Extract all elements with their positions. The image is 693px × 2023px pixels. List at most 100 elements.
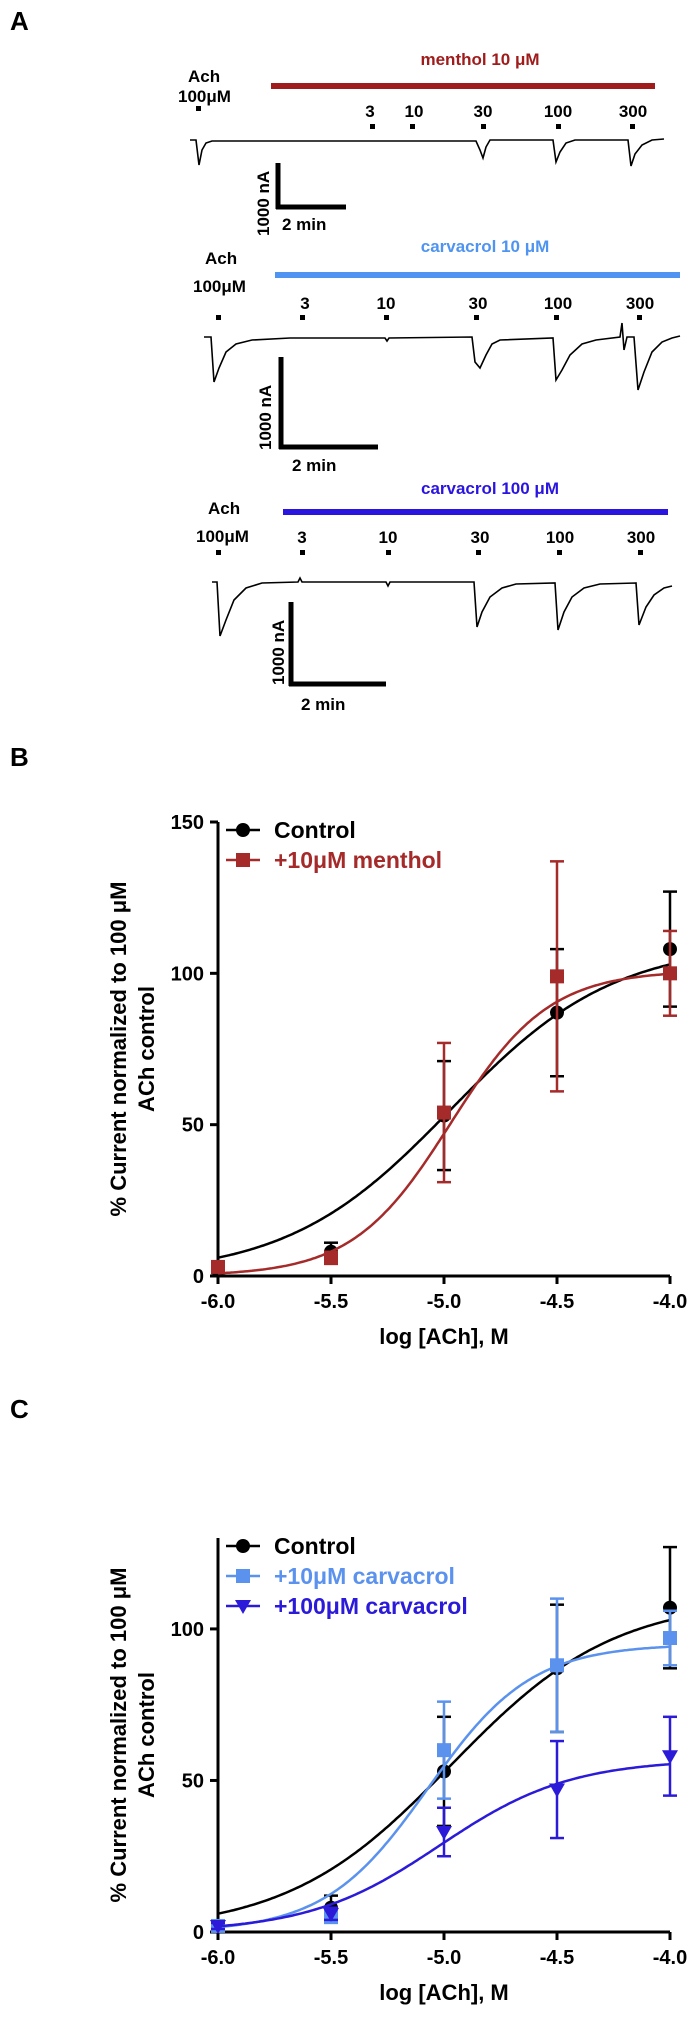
data-point: [550, 969, 564, 984]
x-tick-label: -4.5: [540, 1291, 574, 1313]
legend-label: Control: [274, 1533, 356, 1559]
application-marker: [556, 124, 561, 129]
y-tick-label: 0: [193, 1266, 204, 1288]
ach-label: Ach: [205, 249, 237, 268]
legend-label: Control: [274, 817, 356, 843]
x-tick-label: -5.0: [427, 1291, 461, 1313]
legend-marker: [236, 1539, 250, 1553]
x-tick-label: -6.0: [201, 1291, 235, 1313]
series-2: [210, 1715, 678, 1934]
conc-label-300: 300: [627, 528, 655, 547]
y-tick-label: 100: [171, 963, 204, 985]
legend-marker: [236, 1569, 250, 1583]
x-axis-title: log [ACh], M: [379, 1324, 509, 1349]
conc-label-10: 10: [379, 528, 398, 547]
conc-label-300: 300: [619, 102, 647, 121]
conc-label-30: 30: [474, 102, 493, 121]
application-marker: [300, 315, 305, 320]
drug-label: menthol 10 μM: [420, 50, 539, 69]
legend-marker: [236, 823, 250, 837]
scale-time-label: 2 min: [282, 215, 326, 234]
x-tick-label: -6.0: [201, 1947, 235, 1969]
current-trace: [204, 322, 681, 391]
ach-label: Ach: [208, 499, 240, 518]
ach-concentration-label: 100μM: [196, 527, 249, 546]
panel-label-c: C: [10, 1394, 29, 1424]
application-marker: [638, 550, 643, 555]
conc-label-100: 100: [546, 528, 574, 547]
y-tick-label: 100: [171, 1619, 204, 1641]
data-point: [436, 1825, 452, 1840]
conc-label-3: 3: [365, 102, 374, 121]
conc-label-100: 100: [544, 102, 572, 121]
y-tick-label: 150: [171, 812, 204, 834]
application-marker: [630, 124, 635, 129]
data-point: [663, 1631, 677, 1646]
scale-time-label: 2 min: [292, 456, 336, 475]
x-tick-label: -4.5: [540, 1947, 574, 1969]
application-marker: [557, 550, 562, 555]
application-marker: [476, 550, 481, 555]
data-point: [211, 1259, 225, 1274]
series-1: [211, 1597, 677, 1933]
ach-concentration-label: 100μM: [193, 277, 246, 296]
application-marker: [637, 315, 642, 320]
data-point: [437, 1105, 451, 1120]
y-tick-label: 50: [182, 1115, 204, 1137]
conc-label-300: 300: [626, 294, 654, 313]
y-tick-label: 0: [193, 1922, 204, 1944]
x-axis-title: log [ACh], M: [379, 1980, 509, 2005]
current-trace: [190, 138, 665, 167]
trace-panel-carvacrol-10: Ach 100μM carvacrol 10 μM 3 10 30 100 30…: [193, 237, 681, 475]
panel-label-b: B: [10, 742, 29, 772]
application-marker: [554, 315, 559, 320]
data-point: [663, 966, 677, 981]
y-axis-title: ACh control: [134, 986, 159, 1112]
application-marker: [196, 106, 201, 111]
conc-label-10: 10: [405, 102, 424, 121]
conc-label-100: 100: [544, 294, 572, 313]
legend-marker: [235, 1600, 251, 1614]
y-tick-label: 50: [182, 1770, 204, 1792]
conc-label-10: 10: [377, 294, 396, 313]
current-trace: [212, 576, 673, 637]
chart-b: 0 50 100 150 -6.0 -5.5 -5.0 -4.5 -4.0 log [ACh], …: [106, 812, 687, 1349]
x-tick-label: -5.5: [314, 1947, 348, 1969]
data-point: [662, 1750, 678, 1765]
ach-concentration-label: 100μM: [178, 87, 231, 106]
scale-current-label: 1000 nA: [254, 171, 273, 236]
ach-label: Ach: [188, 67, 220, 86]
data-point: [323, 1907, 339, 1922]
conc-label-3: 3: [297, 528, 306, 547]
legend-marker: [236, 853, 250, 867]
legend-label: +100μM carvacrol: [274, 1593, 468, 1619]
x-tick-label: -4.0: [653, 1947, 687, 1969]
application-marker: [216, 550, 221, 555]
scale-current-label: 1000 nA: [269, 620, 288, 685]
data-point: [210, 1919, 226, 1934]
data-point: [549, 1783, 565, 1798]
application-marker: [216, 315, 221, 320]
application-marker: [384, 315, 389, 320]
legend-label: +10μM carvacrol: [274, 1563, 455, 1589]
application-marker: [300, 550, 305, 555]
trace-panel-carvacrol-100: Ach 100μM carvacrol 100 μM 3 10 30 100 3…: [196, 479, 673, 714]
y-axis-title: ACh control: [134, 1672, 159, 1798]
application-marker: [386, 550, 391, 555]
x-tick-label: -5.0: [427, 1947, 461, 1969]
trace-panel-menthol: Ach 100μM menthol 10 μM 3 10 30 100 300 …: [178, 50, 665, 236]
conc-label-30: 30: [469, 294, 488, 313]
drug-label: carvacrol 10 μM: [421, 237, 550, 256]
data-point: [550, 1658, 564, 1673]
application-marker: [474, 315, 479, 320]
application-marker: [481, 124, 486, 129]
application-marker: [370, 124, 375, 129]
x-tick-label: -4.0: [653, 1291, 687, 1313]
conc-label-3: 3: [300, 294, 309, 313]
panel-label-a: A: [10, 6, 29, 36]
y-axis-title: % Current normalized to 100 μM: [106, 882, 131, 1217]
legend-label: +10μM menthol: [274, 847, 442, 873]
scale-time-label: 2 min: [301, 695, 345, 714]
x-tick-label: -5.5: [314, 1291, 348, 1313]
